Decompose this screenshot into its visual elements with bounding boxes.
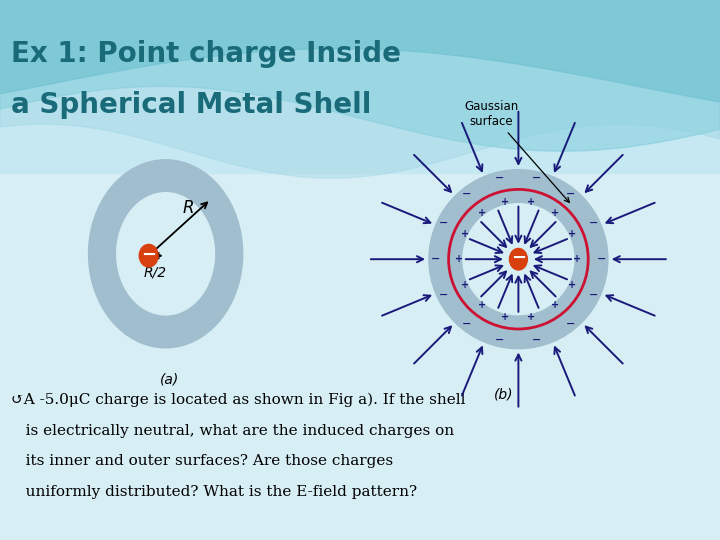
Text: +: + [477, 300, 485, 310]
Text: −: − [510, 249, 526, 267]
Text: −: − [438, 291, 448, 300]
Circle shape [429, 170, 608, 349]
Text: (a): (a) [160, 373, 179, 387]
Text: +: + [461, 280, 469, 290]
Text: uniformly distributed? What is the E-field pattern?: uniformly distributed? What is the E-fie… [11, 485, 417, 499]
Circle shape [463, 204, 574, 315]
Text: (b): (b) [494, 388, 514, 402]
Text: −: − [532, 173, 541, 183]
Text: ↺A -5.0μC charge is located as shown in Fig a). If the shell: ↺A -5.0μC charge is located as shown in … [11, 393, 465, 407]
Text: +: + [552, 208, 559, 218]
Ellipse shape [139, 245, 158, 267]
Text: +: + [528, 197, 536, 207]
Text: +: + [528, 312, 536, 322]
Text: +: + [573, 254, 582, 264]
Text: −: − [566, 319, 575, 329]
Text: −: − [597, 254, 606, 264]
Text: its inner and outer surfaces? Are those charges: its inner and outer surfaces? Are those … [11, 455, 393, 469]
Text: −: − [462, 319, 471, 329]
Text: +: + [552, 300, 559, 310]
Text: −: − [566, 189, 575, 199]
Text: +: + [501, 312, 509, 322]
Text: Ex 1: Point charge Inside: Ex 1: Point charge Inside [11, 40, 401, 68]
Text: R: R [183, 199, 194, 218]
Text: +: + [501, 197, 509, 207]
Text: −: − [495, 335, 505, 346]
Ellipse shape [117, 193, 215, 315]
Text: −: − [495, 173, 505, 183]
Text: +: + [567, 228, 576, 239]
Text: R/2: R/2 [144, 265, 167, 279]
Text: −: − [589, 218, 598, 228]
Text: −: − [532, 335, 541, 346]
Text: −: − [462, 189, 471, 199]
Text: +: + [461, 228, 469, 239]
Ellipse shape [89, 160, 243, 348]
Text: −: − [438, 218, 448, 228]
Text: a Spherical Metal Shell: a Spherical Metal Shell [11, 91, 372, 119]
Text: is electrically neutral, what are the induced charges on: is electrically neutral, what are the in… [11, 424, 454, 438]
Text: −: − [431, 254, 440, 264]
Text: +: + [455, 254, 464, 264]
Text: +: + [477, 208, 485, 218]
Text: +: + [567, 280, 576, 290]
Text: −: − [589, 291, 598, 300]
Text: −: − [141, 246, 156, 264]
Ellipse shape [510, 248, 527, 270]
Text: Gaussian
surface: Gaussian surface [464, 100, 570, 202]
